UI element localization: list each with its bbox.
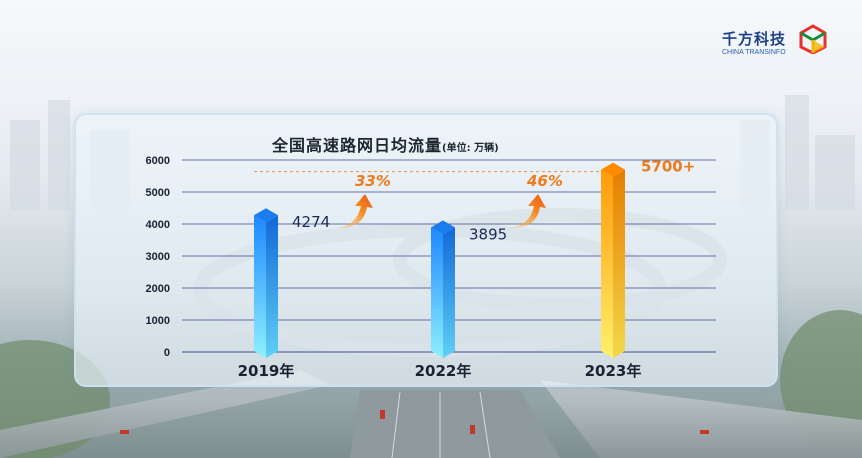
data-label: 3895 bbox=[469, 225, 507, 243]
growth-label: 46% bbox=[526, 172, 563, 190]
logo-cube-icon bbox=[799, 24, 827, 54]
y-tick-label: 0 bbox=[164, 347, 170, 359]
bar-cap bbox=[431, 220, 455, 235]
bar bbox=[601, 169, 613, 358]
data-label: 5700+ bbox=[641, 158, 695, 176]
y-tick-label: 4000 bbox=[146, 219, 170, 231]
y-tick-label: 3000 bbox=[146, 251, 170, 263]
bar-side bbox=[266, 215, 278, 358]
x-category-label: 2019年 bbox=[238, 362, 295, 380]
logo-name-en: CHINA TRANSINFO bbox=[722, 49, 786, 56]
bar-side bbox=[443, 227, 455, 358]
chart-panel bbox=[74, 113, 778, 387]
company-logo: 千方科技 CHINA TRANSINFO bbox=[718, 18, 838, 64]
bar-cap bbox=[254, 208, 278, 223]
y-tick-label: 5000 bbox=[146, 187, 170, 199]
bar bbox=[254, 215, 266, 358]
chart-title-text: 全国高速路网日均流量 bbox=[272, 136, 443, 155]
x-category-label: 2022年 bbox=[415, 362, 472, 380]
bar-side bbox=[613, 169, 625, 358]
logo-name-cn: 千方科技 bbox=[722, 30, 787, 48]
bar bbox=[431, 227, 443, 358]
growth-label: 33% bbox=[355, 172, 391, 190]
y-tick-label: 1000 bbox=[146, 315, 170, 327]
chart-unit: (单位: 万辆) bbox=[442, 143, 499, 154]
y-tick-label: 6000 bbox=[146, 155, 170, 167]
y-tick-label: 2000 bbox=[146, 283, 170, 295]
chart-title: 全国高速路网日均流量(单位: 万辆) bbox=[272, 132, 499, 156]
bar-cap bbox=[601, 162, 625, 177]
x-category-label: 2023年 bbox=[585, 362, 642, 380]
growth-arrow-icon bbox=[335, 194, 373, 229]
growth-arrow-icon bbox=[508, 194, 546, 229]
data-label: 4274 bbox=[292, 213, 330, 231]
